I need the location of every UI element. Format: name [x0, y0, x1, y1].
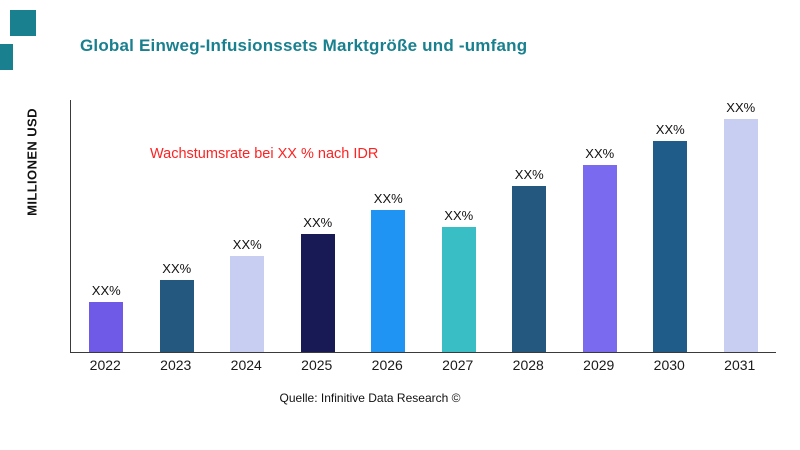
growth-rate-annotation: Wachstumsrate bei XX % nach IDR	[150, 146, 379, 162]
x-axis-tick-row: 2022 2023 2024 2025 2026 2027 2028 2029 2030 2031	[70, 357, 775, 373]
bar-value-label: XX%	[232, 237, 262, 252]
bar-2022	[89, 301, 124, 352]
bar-slot-2029: XX%	[565, 100, 636, 352]
x-tick-label-2029: 2029	[583, 357, 615, 373]
bar-slot-2031: XX%	[706, 100, 777, 352]
bar-2030	[653, 140, 688, 352]
bar-2026	[371, 210, 406, 352]
plot-area: XX% XX% XX% XX% XX% XX% XX% XX% XX% XX%	[70, 100, 776, 353]
chart-title: Global Einweg-Infusionssets Marktgröße u…	[80, 36, 528, 55]
bar-slot-2026: XX%	[353, 100, 424, 352]
bar-2023	[159, 280, 194, 352]
decor-square-top-left	[10, 10, 36, 36]
x-tick-label-2030: 2030	[653, 357, 685, 373]
bar-2031	[723, 119, 758, 352]
bars-container: XX% XX% XX% XX% XX% XX% XX% XX% XX% XX%	[71, 100, 776, 352]
bar-slot-2022: XX%	[71, 100, 142, 352]
bar-2029	[582, 164, 617, 352]
bar-value-label: XX%	[585, 145, 615, 161]
x-tick-label-2026: 2026	[371, 357, 403, 373]
bar-value-label: XX%	[726, 100, 756, 115]
bar-slot-2023: XX%	[142, 100, 213, 352]
x-tick-label-2024: 2024	[230, 357, 262, 373]
x-tick-label-2031: 2031	[724, 357, 756, 373]
bar-value-label: XX%	[655, 121, 685, 137]
y-axis-label: MILLIONEN USD	[24, 108, 40, 216]
bar-slot-2024: XX%	[212, 100, 283, 352]
x-tick-label-2027: 2027	[442, 357, 474, 373]
bar-value-label: XX%	[91, 282, 121, 298]
bar-slot-2028: XX%	[494, 100, 565, 352]
bar-2027	[441, 227, 476, 352]
bar-value-label: XX%	[444, 208, 474, 224]
x-tick-label-2028: 2028	[512, 357, 544, 373]
bar-value-label: XX%	[303, 215, 333, 231]
decor-square-left-edge	[0, 44, 13, 70]
bar-slot-2025: XX%	[283, 100, 354, 352]
bar-slot-2027: XX%	[424, 100, 495, 352]
x-tick-label-2023: 2023	[160, 357, 192, 373]
bar-slot-2030: XX%	[635, 100, 706, 352]
bar-value-label: XX%	[162, 261, 192, 276]
bar-value-label: XX%	[373, 191, 403, 207]
source-text: Quelle: Infinitive Data Research ©	[279, 391, 461, 405]
x-tick-label-2025: 2025	[301, 357, 333, 373]
bar-value-label: XX%	[514, 167, 544, 183]
bar-2025	[300, 234, 335, 352]
bar-2024	[230, 256, 265, 352]
bar-2028	[512, 186, 547, 352]
x-tick-label-2022: 2022	[89, 357, 121, 373]
